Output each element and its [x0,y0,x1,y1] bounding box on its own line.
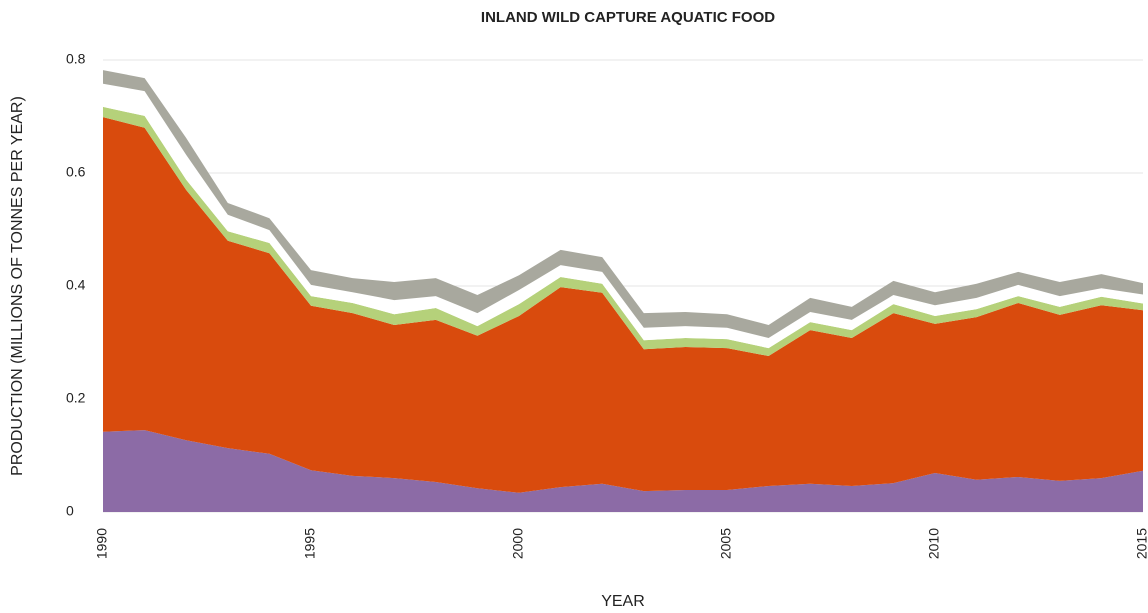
x-tick-label: 1995 [302,528,318,559]
y-tick-label: 0.4 [66,277,86,293]
x-tick-label: 2005 [718,528,734,559]
x-tick-label: 2000 [510,528,526,559]
y-axis-label: PRODUCTION (MILLIONS OF TONNES PER YEAR) [9,96,26,476]
y-tick-label: 0.6 [66,164,86,180]
chart-title: INLAND WILD CAPTURE AQUATIC FOOD [481,9,775,26]
area [103,430,1143,512]
y-tick-label: 0.8 [66,51,86,67]
x-tick-label: 2015 [1134,528,1148,559]
y-tick-label: 0.2 [66,390,86,406]
x-tick-label: 2010 [926,528,942,559]
y-tick-label: 0 [66,503,74,519]
x-axis-label: YEAR [601,593,645,610]
x-tick-label: 1990 [94,528,110,559]
area [103,117,1143,493]
